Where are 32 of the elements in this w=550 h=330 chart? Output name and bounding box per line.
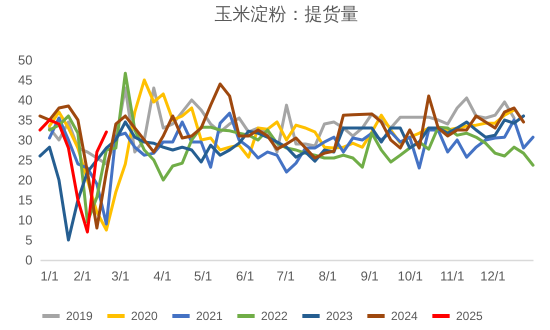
- x-tick-label: 9/1: [360, 268, 379, 284]
- x-tick-label: 10/1: [398, 268, 423, 284]
- legend-label: 2019: [66, 309, 94, 323]
- x-tick-label: 2/1: [73, 268, 92, 284]
- y-tick-label: 0: [25, 252, 32, 268]
- x-tick-label: 12/1: [480, 268, 506, 284]
- y-tick-label: 40: [18, 92, 32, 108]
- legend-label: 2023: [326, 309, 354, 323]
- x-tick-label: 11/1: [440, 268, 464, 284]
- legend-label: 2020: [131, 309, 158, 323]
- y-tick-label: 25: [18, 152, 32, 168]
- y-tick-label: 50: [18, 52, 32, 68]
- x-tick-label: 1/1: [40, 268, 59, 284]
- y-tick-label: 20: [18, 172, 32, 188]
- x-tick-label: 4/1: [153, 268, 172, 284]
- y-tick-label: 30: [18, 132, 32, 148]
- x-tick-label: 7/1: [276, 268, 295, 284]
- y-tick-label: 15: [18, 192, 32, 208]
- legend-label: 2025: [456, 309, 484, 323]
- legend-label: 2024: [391, 309, 418, 323]
- y-tick-label: 35: [18, 112, 32, 128]
- x-tick-label: 3/1: [111, 268, 130, 284]
- legend-label: 2021: [196, 309, 224, 323]
- x-tick-label: 8/1: [318, 268, 337, 284]
- x-tick-label: 6/1: [236, 268, 254, 284]
- chart-title: 玉米淀粉：提货量: [214, 4, 358, 24]
- x-tick-label: 5/1: [194, 268, 212, 284]
- y-tick-label: 10: [18, 212, 32, 228]
- y-tick-label: 45: [18, 72, 32, 88]
- y-tick-label: 5: [25, 232, 32, 248]
- legend-label: 2022: [261, 309, 288, 323]
- line-series: [38, 118, 108, 234]
